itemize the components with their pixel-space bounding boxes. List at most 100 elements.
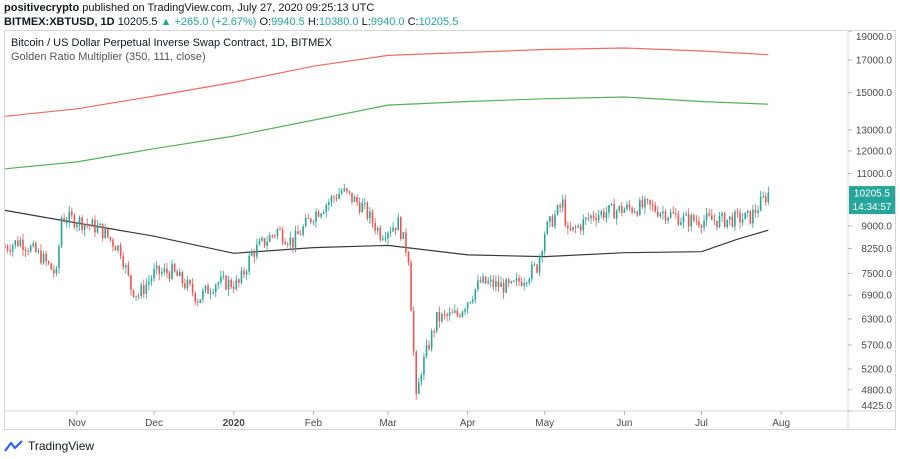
candle-body (471, 299, 474, 302)
y-tick-label: 4800.0 (861, 385, 892, 396)
candle-body (649, 199, 651, 205)
candle-body (446, 314, 448, 316)
candle-body (53, 269, 55, 274)
x-tick-label: Jul (695, 418, 708, 429)
candle-body (294, 231, 297, 248)
candle-body (746, 210, 749, 213)
candle-body (728, 216, 731, 220)
candle-body (687, 214, 690, 227)
y-tick-label: 11000.0 (857, 169, 893, 180)
candle-body (587, 217, 590, 219)
candle-body (6, 247, 9, 250)
candle-body (176, 271, 178, 277)
candle-body (214, 284, 217, 293)
candle-body (423, 356, 425, 375)
candle-body (114, 246, 117, 251)
candle-body (646, 199, 649, 201)
candle-body (335, 197, 338, 199)
candle-body (405, 232, 407, 253)
candle-body (456, 310, 459, 316)
candle-body (610, 203, 613, 206)
candle-body (346, 188, 348, 192)
y-tick-label: 4425.0 (861, 401, 892, 412)
candle-body (78, 217, 81, 225)
candle-body (225, 275, 227, 290)
candle-body (479, 280, 482, 283)
author-name[interactable]: positivecrypto (4, 2, 80, 14)
candle-body (523, 282, 525, 286)
chart-legend: Bitcoin / US Dollar Perpetual Inverse Sw… (11, 36, 332, 64)
candle-body (718, 215, 721, 227)
candle-body (677, 214, 680, 225)
candle-body (567, 225, 569, 229)
candle-body (752, 209, 754, 224)
candle-body (24, 249, 27, 251)
candle-body (734, 211, 736, 227)
candle-body (238, 279, 240, 283)
x-tick-label: Feb (305, 418, 323, 429)
y-tick-label: 19000.0 (856, 32, 893, 43)
y-tick-label: 13000.0 (856, 125, 893, 136)
candle-body (507, 279, 510, 283)
candle-body (618, 205, 621, 211)
candle-body (402, 232, 405, 240)
candle-body (546, 221, 549, 234)
change-up-icon: ▲ (160, 16, 172, 28)
price-chart[interactable]: 19000.0 17000.0 15000.0 13000.0 12000.0 11000… (5, 31, 895, 429)
candle-body (310, 218, 312, 223)
candle-body (284, 242, 286, 245)
candle-body (500, 282, 502, 288)
candle-body (55, 268, 58, 274)
candle-body (387, 232, 389, 239)
candle-body (163, 268, 166, 272)
candle-body (397, 217, 400, 231)
candle-body (556, 205, 559, 215)
low-value: 9940.0 (370, 16, 405, 28)
candle-body (101, 223, 104, 239)
candle-body (209, 292, 212, 294)
candle-body (340, 190, 343, 194)
candle-body (112, 239, 114, 247)
low-label: L: (361, 16, 371, 28)
candle-body (559, 205, 561, 208)
candle-body (633, 211, 636, 213)
candle-body (376, 227, 379, 231)
candle-body (150, 278, 153, 282)
candle-body (235, 279, 238, 290)
candle-body (713, 219, 716, 221)
x-tick-label: Dec (145, 418, 163, 429)
candle-body (299, 234, 302, 236)
candle-body (435, 311, 438, 332)
candle-body (232, 286, 235, 290)
candle-body (597, 215, 600, 221)
candle-body (189, 280, 191, 284)
candle-body (487, 281, 489, 284)
candle-body (58, 246, 60, 269)
candle-body (248, 255, 250, 272)
y-tick-label: 5700.0 (861, 340, 892, 351)
candle-body (289, 237, 292, 245)
candle-body (68, 211, 71, 222)
candle-body (204, 285, 207, 291)
y-tick-label: 6900.0 (861, 291, 892, 302)
candle-body (592, 215, 595, 218)
footer-brand[interactable]: TradingView (28, 439, 95, 453)
candle-body (127, 265, 130, 275)
candle-body (425, 345, 428, 357)
candle-body (302, 226, 304, 235)
candle-body (513, 280, 515, 282)
candle-body (50, 263, 53, 270)
candle-body (579, 225, 582, 231)
candle-body (217, 282, 220, 285)
candle-body (322, 211, 325, 214)
legend-indicator: Golden Ratio Multiplier (350, 111, close… (11, 51, 206, 63)
candle-body (384, 238, 387, 240)
candle-body (430, 330, 433, 350)
candle-body (107, 228, 109, 237)
y-tick-label: 9000.0 (861, 221, 892, 232)
candle-body (253, 251, 256, 257)
candle-body (94, 219, 96, 233)
tradingview-logo-icon[interactable] (4, 440, 24, 452)
footer: TradingView (4, 437, 94, 455)
candle-body (541, 251, 543, 257)
